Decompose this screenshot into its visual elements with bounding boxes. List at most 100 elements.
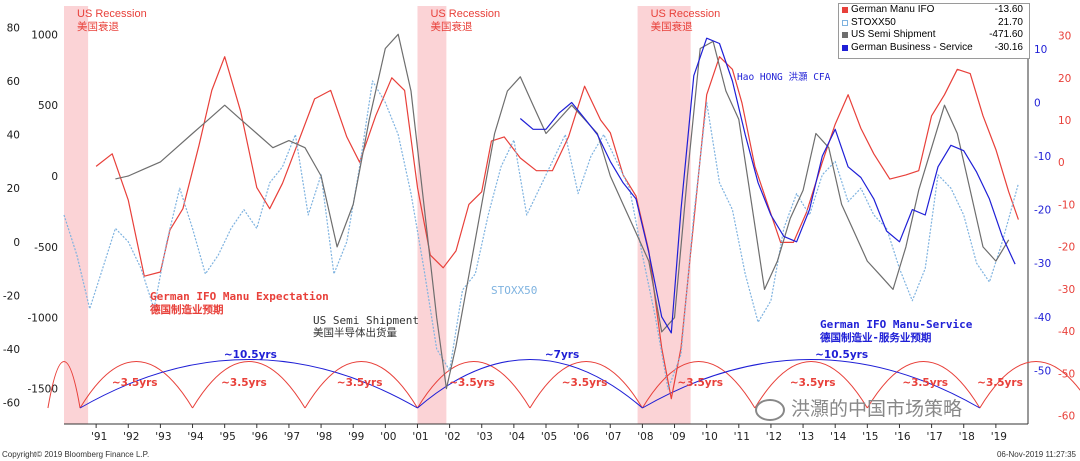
- cycle-label: ~3.5yrs: [221, 377, 267, 389]
- x-tick-label: '13: [798, 431, 814, 443]
- small-cycle-arc: [529, 361, 643, 409]
- x-tick-label: '95: [220, 431, 236, 443]
- x-tick-label: '11: [734, 431, 750, 443]
- cycle-label: ~3.5yrs: [977, 377, 1023, 389]
- legend-value: -13.60: [994, 4, 1023, 15]
- y-tick-label: -50: [1034, 365, 1051, 377]
- x-tick-label: '01: [412, 431, 428, 443]
- cycle-arcs: ~3.5yrs ~3.5yrs ~3.5yrs ~3.5yrs ~3.5yrs ~3.5y…: [47, 349, 1080, 409]
- x-tick-label: '97: [284, 431, 300, 443]
- y-tick-label: 30: [1058, 31, 1071, 43]
- y-tick-label: -60: [3, 398, 20, 410]
- legend-name: German Business - Service: [851, 41, 973, 53]
- watermark-text: 洪灝的中国市场策略: [791, 398, 963, 420]
- legend-item: STOXX50 21.70: [839, 17, 1029, 30]
- legend-swatch-icon: [842, 19, 848, 26]
- annotation-text: US Semi Shipment: [313, 314, 419, 327]
- small-cycle-arc: [304, 361, 418, 409]
- y-tick-label: 0: [1034, 97, 1041, 109]
- small-cycle-arc: [192, 361, 306, 409]
- x-tick-label: '09: [669, 431, 685, 443]
- legend-value: 21.70: [997, 16, 1023, 28]
- y-tick-label: -500: [34, 242, 58, 254]
- x-tick-label: '17: [926, 431, 942, 443]
- x-tick-label: '99: [348, 431, 364, 443]
- legend-value: -471.60: [989, 29, 1023, 40]
- long-cycle-arc: [642, 359, 981, 409]
- series-lines: [63, 33, 1019, 400]
- cycle-label: ~3.5yrs: [562, 377, 608, 389]
- recession-label: US Recession: [651, 8, 721, 20]
- y-tick-label: -30: [1058, 284, 1075, 296]
- y-tick-label: -1000: [27, 313, 58, 325]
- x-tick-label: '93: [155, 431, 171, 443]
- cycle-label: ~3.5yrs: [112, 377, 158, 389]
- y-tick-label: 20: [1058, 73, 1071, 85]
- y-tick-label: 60: [7, 76, 20, 88]
- x-tick-label: '10: [702, 431, 718, 443]
- long-cycle-arc: [79, 359, 418, 409]
- small-cycle-arc: [79, 361, 193, 409]
- small-cycle-arc: [866, 361, 981, 409]
- long-cycle-label: ~7yrs: [545, 349, 579, 361]
- x-tick-label: '00: [380, 431, 396, 443]
- timestamp: 06-Nov-2019 11:27:35: [996, 450, 1076, 459]
- recession-band: [64, 6, 89, 424]
- annotation-text: 德国制造业-服务业预期: [819, 331, 931, 344]
- annotation-text: German IFO Manu Expectation: [150, 290, 329, 303]
- cycle-label: ~3.5yrs: [337, 377, 383, 389]
- recession-label: US Recession: [430, 8, 500, 20]
- recession-band: [417, 6, 447, 424]
- x-tick-label: '08: [637, 431, 653, 443]
- annotation-text: 美国半导体出货量: [313, 326, 397, 339]
- y-tick-label: 80: [7, 22, 20, 34]
- legend-name: US Semi Shipment: [851, 29, 936, 40]
- legend-name: German Manu IFO: [851, 4, 935, 15]
- small-cycle-arc: [417, 361, 531, 409]
- x-tick-label: '04: [509, 431, 526, 443]
- y-tick-label: 0: [1058, 157, 1065, 169]
- small-cycle-arc: [641, 361, 756, 409]
- long-cycle-label: ~10.5yrs: [224, 349, 277, 361]
- x-tick-label: '03: [477, 431, 493, 443]
- y-tick-label: -20: [1058, 242, 1075, 254]
- annotation-text: STOXX50: [491, 284, 537, 297]
- series-line-german-manu-ifo: [95, 56, 1019, 400]
- long-cycle-label: ~10.5yrs: [815, 349, 868, 361]
- cycle-label: ~3.5yrs: [902, 377, 948, 389]
- series-line-german-business-service: [519, 37, 1016, 334]
- y-tick-label: 40: [7, 130, 20, 142]
- y-tick-label: 1000: [31, 29, 58, 41]
- small-cycle-arc: [754, 361, 868, 409]
- y-tick-label: -30: [1034, 258, 1051, 270]
- cycle-label: ~3.5yrs: [790, 377, 836, 389]
- x-tick-label: '16: [894, 431, 911, 443]
- x-tick-label: '15: [862, 431, 878, 443]
- x-tick-label: '05: [541, 431, 557, 443]
- recession-label-cn: 美国衰退: [651, 20, 693, 33]
- x-tick-label: '02: [444, 431, 460, 443]
- x-tick-label: '91: [91, 431, 107, 443]
- y-tick-label: -60: [1058, 411, 1075, 423]
- recession-band: [637, 6, 691, 424]
- legend-item: German Manu IFO -13.60: [839, 4, 1029, 17]
- x-tick-label: '98: [316, 431, 332, 443]
- x-tick-label: '92: [123, 431, 139, 443]
- wechat-icon: [755, 398, 785, 421]
- legend: German Manu IFO -13.60 STOXX50 21.70 US …: [838, 3, 1030, 59]
- legend-item: US Semi Shipment -471.60: [839, 29, 1029, 42]
- x-tick-label: '12: [766, 431, 782, 443]
- watermark: 洪灝的中国市场策略: [755, 394, 962, 421]
- axes: '91 '92 '93 '94 '95 '96 '97 '98 '99 '00 '01 '02 '03 '…: [3, 22, 1075, 443]
- y-tick-label: 10: [1034, 44, 1047, 56]
- y-tick-label: -20: [1034, 205, 1051, 217]
- y-tick-label: 0: [51, 171, 58, 183]
- legend-value: -30.16: [994, 41, 1023, 53]
- y-tick-label: -40: [1034, 312, 1051, 324]
- annotation-text: Hao HONG 洪灝 CFA: [737, 71, 831, 83]
- annotation-text: German IFO Manu-Service: [820, 318, 973, 331]
- recession-label: US Recession: [77, 8, 147, 20]
- x-tick-label: '19: [991, 431, 1007, 443]
- x-tick-label: '07: [605, 431, 621, 443]
